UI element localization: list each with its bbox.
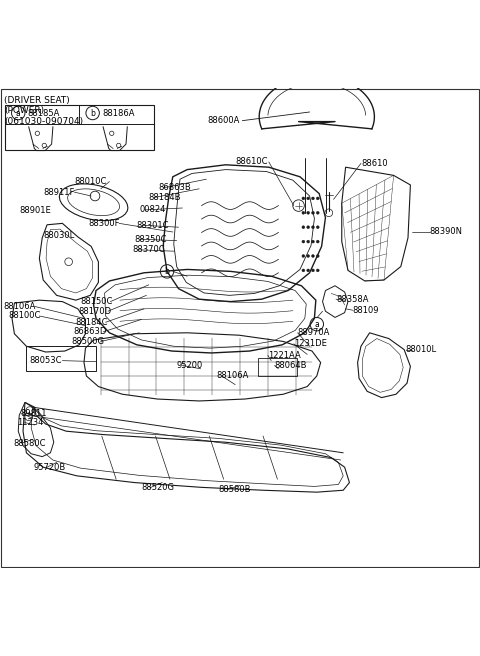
Text: 86863D: 86863D	[73, 327, 107, 337]
Text: 88911F: 88911F	[43, 188, 74, 197]
Circle shape	[316, 211, 319, 215]
Text: 88580C: 88580C	[13, 439, 46, 447]
Circle shape	[316, 255, 319, 257]
Text: 88064B: 88064B	[275, 361, 307, 370]
Text: 88186A: 88186A	[102, 108, 135, 117]
Text: 88520G: 88520G	[142, 483, 175, 493]
Text: 88370C: 88370C	[132, 245, 165, 255]
Text: 88170D: 88170D	[78, 307, 111, 316]
Text: 88301C: 88301C	[137, 221, 169, 230]
Text: 88109: 88109	[353, 306, 379, 315]
Text: 88184B: 88184B	[149, 193, 181, 202]
Circle shape	[312, 240, 314, 243]
Circle shape	[316, 226, 319, 229]
Text: 88358A: 88358A	[336, 295, 369, 304]
Circle shape	[316, 240, 319, 243]
Text: (DRIVER SEAT): (DRIVER SEAT)	[4, 96, 70, 104]
Circle shape	[307, 211, 310, 215]
Circle shape	[307, 240, 310, 243]
Text: 88184C: 88184C	[76, 318, 108, 327]
Circle shape	[307, 255, 310, 257]
Circle shape	[307, 269, 310, 272]
Text: (POWER): (POWER)	[4, 106, 44, 115]
Text: 88030L: 88030L	[43, 231, 74, 240]
Text: 86863B: 86863B	[158, 183, 191, 192]
Circle shape	[316, 197, 319, 200]
Text: 1221AA: 1221AA	[268, 351, 300, 360]
Text: 88500G: 88500G	[71, 337, 104, 346]
Text: 88300F: 88300F	[89, 219, 120, 228]
Text: 95720B: 95720B	[34, 462, 66, 472]
Text: 88580B: 88580B	[218, 485, 251, 494]
Text: 88150C: 88150C	[81, 297, 113, 306]
Circle shape	[312, 269, 314, 272]
Text: 88010L: 88010L	[406, 345, 437, 354]
Text: 88600A: 88600A	[208, 116, 240, 125]
Text: 88970A: 88970A	[298, 328, 330, 337]
Text: 88053C: 88053C	[30, 356, 62, 365]
Text: 88185A: 88185A	[28, 108, 60, 117]
Circle shape	[316, 269, 319, 272]
Circle shape	[312, 255, 314, 257]
Text: a: a	[16, 108, 21, 117]
Text: 1231DE: 1231DE	[294, 339, 326, 348]
Text: 89811: 89811	[20, 409, 47, 418]
Text: 95200: 95200	[177, 361, 203, 370]
Circle shape	[302, 226, 305, 229]
Circle shape	[302, 255, 305, 257]
Text: 88010C: 88010C	[74, 177, 107, 186]
Text: 88106A: 88106A	[4, 302, 36, 311]
Text: 00824: 00824	[139, 205, 166, 215]
Circle shape	[307, 197, 310, 200]
Text: 88610C: 88610C	[235, 157, 268, 167]
Text: 88100C: 88100C	[9, 312, 41, 321]
Text: b: b	[165, 267, 169, 276]
Text: 88390N: 88390N	[430, 228, 463, 237]
Circle shape	[307, 226, 310, 229]
Text: 88106A: 88106A	[216, 371, 248, 380]
Text: 88350C: 88350C	[134, 235, 167, 243]
Circle shape	[312, 211, 314, 215]
Circle shape	[312, 226, 314, 229]
Circle shape	[302, 240, 305, 243]
Circle shape	[302, 197, 305, 200]
Text: 11234: 11234	[17, 418, 43, 427]
Circle shape	[302, 269, 305, 272]
Circle shape	[312, 197, 314, 200]
Text: a: a	[314, 319, 319, 329]
Text: 88610: 88610	[361, 159, 387, 168]
Text: (061030-090704): (061030-090704)	[4, 117, 83, 125]
Circle shape	[302, 211, 305, 215]
Text: 88901E: 88901E	[19, 206, 51, 215]
Text: b: b	[90, 108, 95, 117]
